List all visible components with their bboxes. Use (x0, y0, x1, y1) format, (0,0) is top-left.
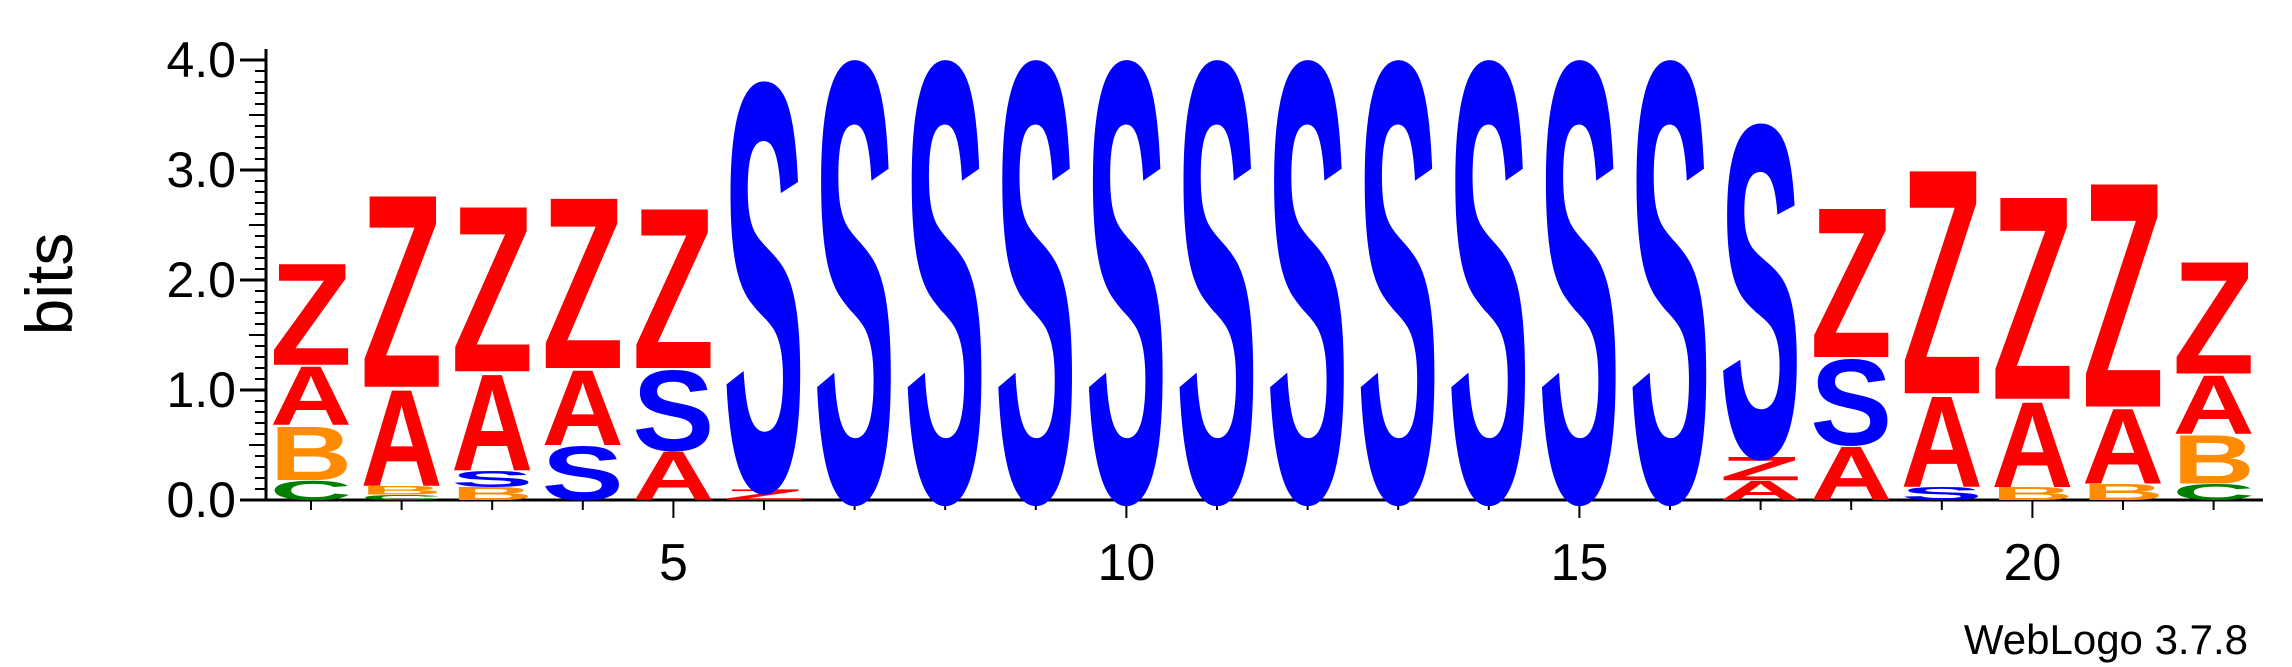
y-tick-label: 2.0 (166, 252, 236, 308)
glyph-C: C (361, 493, 443, 502)
y-tick-label: 4.0 (166, 32, 236, 88)
glyph-S: S (1629, 0, 1711, 635)
glyph-A: A (1720, 475, 1802, 506)
stack-position-5: ASZ (632, 159, 714, 515)
glyph-Z: Z (2173, 229, 2255, 408)
glyph-S: S (1085, 0, 1167, 635)
glyph-A: A (2173, 358, 2255, 453)
glyph-Z: Z (270, 232, 352, 395)
stack-position-8: S (904, 0, 986, 635)
glyph-Z: Z (723, 486, 805, 503)
stack-position-16: S (1629, 0, 1711, 635)
stack-position-21: BAZ (2082, 115, 2164, 507)
y-axis-label: bits (12, 233, 86, 336)
glyph-S: S (1448, 0, 1530, 635)
stack-position-6: ZS (723, 0, 805, 614)
y-axis: 0.0 1.0 2.0 3.0 4.0 (166, 32, 268, 528)
glyph-S: S (1810, 335, 1892, 472)
glyph-A: A (542, 349, 624, 469)
stack-position-20: BAZ (1991, 135, 2073, 513)
stack-position-9: S (995, 0, 1077, 635)
stack-position-11: S (1176, 0, 1258, 635)
x-tick-label: 5 (659, 534, 688, 592)
stack-position-13: S (1357, 0, 1439, 635)
glyph-B: B (361, 484, 443, 498)
glyph-A: A (2082, 387, 2164, 507)
stack-position-12: S (1267, 0, 1349, 635)
glyph-C: C (2173, 479, 2255, 505)
glyph-A: A (361, 360, 443, 515)
glyph-Z: Z (542, 146, 624, 420)
glyph-S: S (814, 0, 896, 635)
glyph-A: A (632, 437, 714, 514)
stack-position-19: SAZ (1901, 102, 1983, 514)
glyph-S: S (1176, 0, 1258, 635)
glyph-A: A (270, 349, 352, 444)
glyph-Z: Z (2082, 115, 2164, 475)
x-tick-label: 10 (1097, 534, 1155, 592)
glyph-S: S (451, 466, 533, 492)
glyph-S: S (1901, 483, 1983, 504)
glyph-B: B (2082, 479, 2164, 505)
glyph-A: A (451, 345, 533, 500)
glyph-S: S (1357, 0, 1439, 635)
glyph-B: B (1991, 483, 2073, 504)
stack-position-14: S (1448, 0, 1530, 635)
glyph-C: C (270, 475, 352, 506)
stack-position-15: S (1538, 0, 1620, 635)
y-tick-label: 3.0 (166, 142, 236, 198)
stack-position-10: S (1085, 0, 1167, 635)
glyph-S: S (1538, 0, 1620, 635)
glyph-Z: Z (632, 159, 714, 417)
stack-position-17: AZS (1720, 25, 1802, 558)
glyph-A: A (1810, 430, 1892, 516)
glyph-S: S (723, 0, 805, 614)
stack-position-18: ASZ (1810, 163, 1892, 517)
glyph-B: B (270, 410, 352, 496)
y-tick-label: 0.0 (166, 472, 236, 528)
y-tick-label: 1.0 (166, 362, 236, 418)
glyph-A: A (1901, 368, 1983, 514)
x-axis: 5 10 15 20 (266, 498, 2263, 592)
glyph-S: S (995, 0, 1077, 635)
x-tick-label: 20 (2003, 534, 2061, 592)
glyph-Z: Z (1810, 163, 1892, 403)
stack-position-7: S (814, 0, 896, 635)
glyph-S: S (1267, 0, 1349, 635)
glyph-Z: Z (451, 156, 533, 422)
glyph-Z: Z (361, 137, 443, 446)
glyph-S: S (542, 430, 624, 516)
glyph-B: B (451, 483, 533, 504)
glyph-Z: Z (1991, 135, 2073, 461)
stack-position-4: SAZ (542, 146, 624, 517)
glyph-Z: Z (1720, 449, 1802, 487)
x-tick-label: 15 (1550, 534, 1608, 592)
glyph-A: A (1991, 377, 2073, 514)
glyph-Z: Z (1901, 102, 1983, 462)
glyph-B: B (2173, 421, 2255, 498)
weblogo-credit: WebLogo 3.7.8 (1964, 616, 2248, 663)
glyph-S: S (632, 347, 714, 476)
glyph-S: S (904, 0, 986, 635)
glyph-S: S (1720, 25, 1802, 558)
